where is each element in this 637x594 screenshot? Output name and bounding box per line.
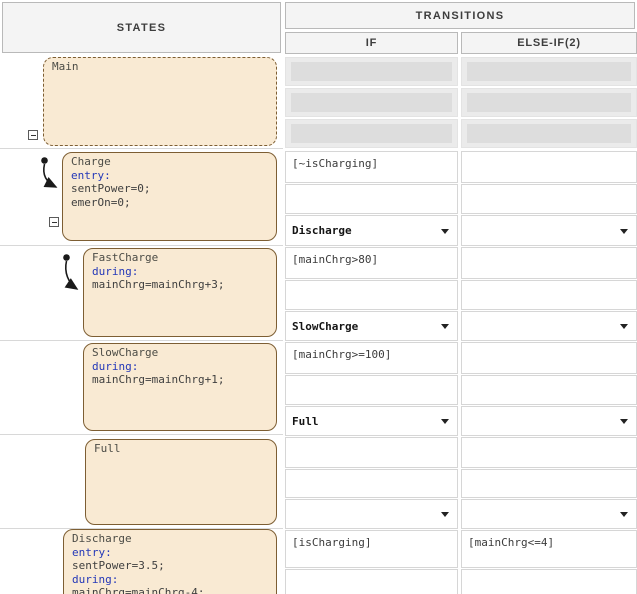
disabled-placeholder	[467, 62, 631, 81]
action-cell-full-elseif[interactable]	[461, 469, 637, 498]
condition-cell-full-if[interactable]	[285, 437, 458, 468]
dropdown-arrow-icon[interactable]	[620, 419, 628, 424]
condition-cell-full-elseif[interactable]	[461, 437, 637, 468]
row-divider	[0, 340, 283, 341]
state-name: Discharge	[72, 532, 132, 545]
destination-cell-charge-elseif[interactable]	[461, 215, 637, 246]
condition-cell-charge-elseif[interactable]	[461, 151, 637, 183]
transition-cell-disabled	[461, 119, 637, 148]
action-cell-slowcharge-if[interactable]	[285, 375, 458, 405]
action-cell-charge-elseif[interactable]	[461, 184, 637, 214]
states-header-label: STATES	[116, 21, 167, 34]
destination-cell-slowcharge-elseif[interactable]	[461, 406, 637, 436]
condition-cell-fastcharge-elseif[interactable]	[461, 247, 637, 279]
state-action-code: emerOn=0;	[71, 195, 131, 209]
state-discharge[interactable]: Discharge entry: sentPower=3.5; during: …	[63, 529, 277, 594]
disabled-placeholder	[467, 124, 631, 143]
action-cell-full-if[interactable]	[285, 469, 458, 498]
state-name: Charge	[71, 155, 111, 168]
dropdown-arrow-icon[interactable]	[441, 512, 449, 517]
dropdown-arrow-icon[interactable]	[441, 324, 449, 329]
row-divider	[0, 245, 283, 246]
dropdown-arrow-icon[interactable]	[620, 324, 628, 329]
dropdown-arrow-icon[interactable]	[441, 228, 449, 234]
state-main[interactable]: Main	[43, 57, 277, 146]
condition-cell-slowcharge-if[interactable]: [mainChrg>=100]	[285, 342, 458, 374]
state-name: FastCharge	[92, 251, 159, 264]
default-transition-arrow-fastcharge[interactable]	[63, 254, 79, 290]
state-action-code: sentPower=3.5;	[72, 559, 165, 572]
action-cell-discharge-elseif[interactable]	[461, 569, 637, 594]
state-action-keyword: during:	[72, 572, 119, 586]
state-charge[interactable]: Charge entry: sentPower=0; emerOn=0;	[62, 152, 277, 241]
disabled-placeholder	[291, 62, 452, 81]
column-header-else-if: ELSE-IF(2)	[461, 32, 637, 54]
state-action-code: mainChrg=mainChrg-4;	[72, 586, 205, 594]
state-name: Full	[94, 442, 121, 455]
dropdown-arrow-icon[interactable]	[620, 512, 628, 517]
action-cell-fastcharge-elseif[interactable]	[461, 280, 637, 310]
transitions-panel-header: TRANSITIONS	[285, 2, 635, 29]
state-name: SlowCharge	[92, 346, 159, 359]
action-cell-slowcharge-elseif[interactable]	[461, 375, 637, 405]
row-divider	[0, 434, 283, 435]
state-slowcharge[interactable]: SlowCharge during: mainChrg=mainChrg+1;	[83, 343, 277, 431]
transition-cell-disabled	[461, 57, 637, 86]
row-divider	[0, 148, 283, 149]
destination-cell-full-elseif[interactable]	[461, 499, 637, 529]
state-full[interactable]: Full	[85, 439, 277, 525]
destination-cell-full-if[interactable]	[285, 499, 458, 529]
transitions-header-label: TRANSITIONS	[415, 9, 505, 22]
transition-cell-disabled	[285, 57, 458, 86]
dropdown-arrow-icon[interactable]	[620, 228, 628, 234]
state-name: Main	[52, 60, 79, 73]
action-cell-fastcharge-if[interactable]	[285, 280, 458, 310]
condition-cell-fastcharge-if[interactable]: [mainChrg>80]	[285, 247, 458, 279]
state-action-keyword: during:	[92, 264, 139, 278]
state-action-code: mainChrg=mainChrg+3;	[92, 278, 225, 291]
transition-cell-disabled	[461, 88, 637, 117]
destination-cell-charge-if[interactable]: Discharge	[285, 215, 458, 246]
disabled-placeholder	[291, 93, 452, 112]
action-cell-charge-if[interactable]	[285, 184, 458, 214]
condition-cell-charge-if[interactable]: [~isCharging]	[285, 151, 458, 183]
destination-cell-fastcharge-if[interactable]: SlowCharge	[285, 311, 458, 341]
default-transition-arrow-charge[interactable]	[41, 157, 58, 188]
dropdown-arrow-icon[interactable]	[441, 419, 449, 424]
states-panel-header: STATES	[2, 2, 281, 53]
transition-cell-disabled	[285, 119, 458, 148]
condition-cell-discharge-if[interactable]: [isCharging]	[285, 530, 458, 568]
state-action-code: mainChrg=mainChrg+1;	[92, 373, 225, 386]
destination-cell-fastcharge-elseif[interactable]	[461, 311, 637, 341]
destination-cell-slowcharge-if[interactable]: Full	[285, 406, 458, 436]
disabled-placeholder	[467, 93, 631, 112]
state-action-keyword: during:	[92, 359, 139, 373]
collapse-toggle-main[interactable]	[28, 130, 38, 140]
column-header-if: IF	[285, 32, 458, 54]
disabled-placeholder	[291, 124, 452, 143]
transition-cell-disabled	[285, 88, 458, 117]
state-action-keyword: entry:	[71, 168, 111, 182]
condition-cell-slowcharge-elseif[interactable]	[461, 342, 637, 374]
condition-cell-discharge-elseif[interactable]: [mainChrg<=4]	[461, 530, 637, 568]
row-divider	[0, 528, 283, 529]
action-cell-discharge-if[interactable]	[285, 569, 458, 594]
state-fastcharge[interactable]: FastCharge during: mainChrg=mainChrg+3;	[83, 248, 277, 337]
state-action-code: sentPower=0;	[71, 182, 151, 195]
state-action-keyword: entry:	[72, 545, 112, 559]
collapse-toggle-charge[interactable]	[49, 217, 59, 227]
